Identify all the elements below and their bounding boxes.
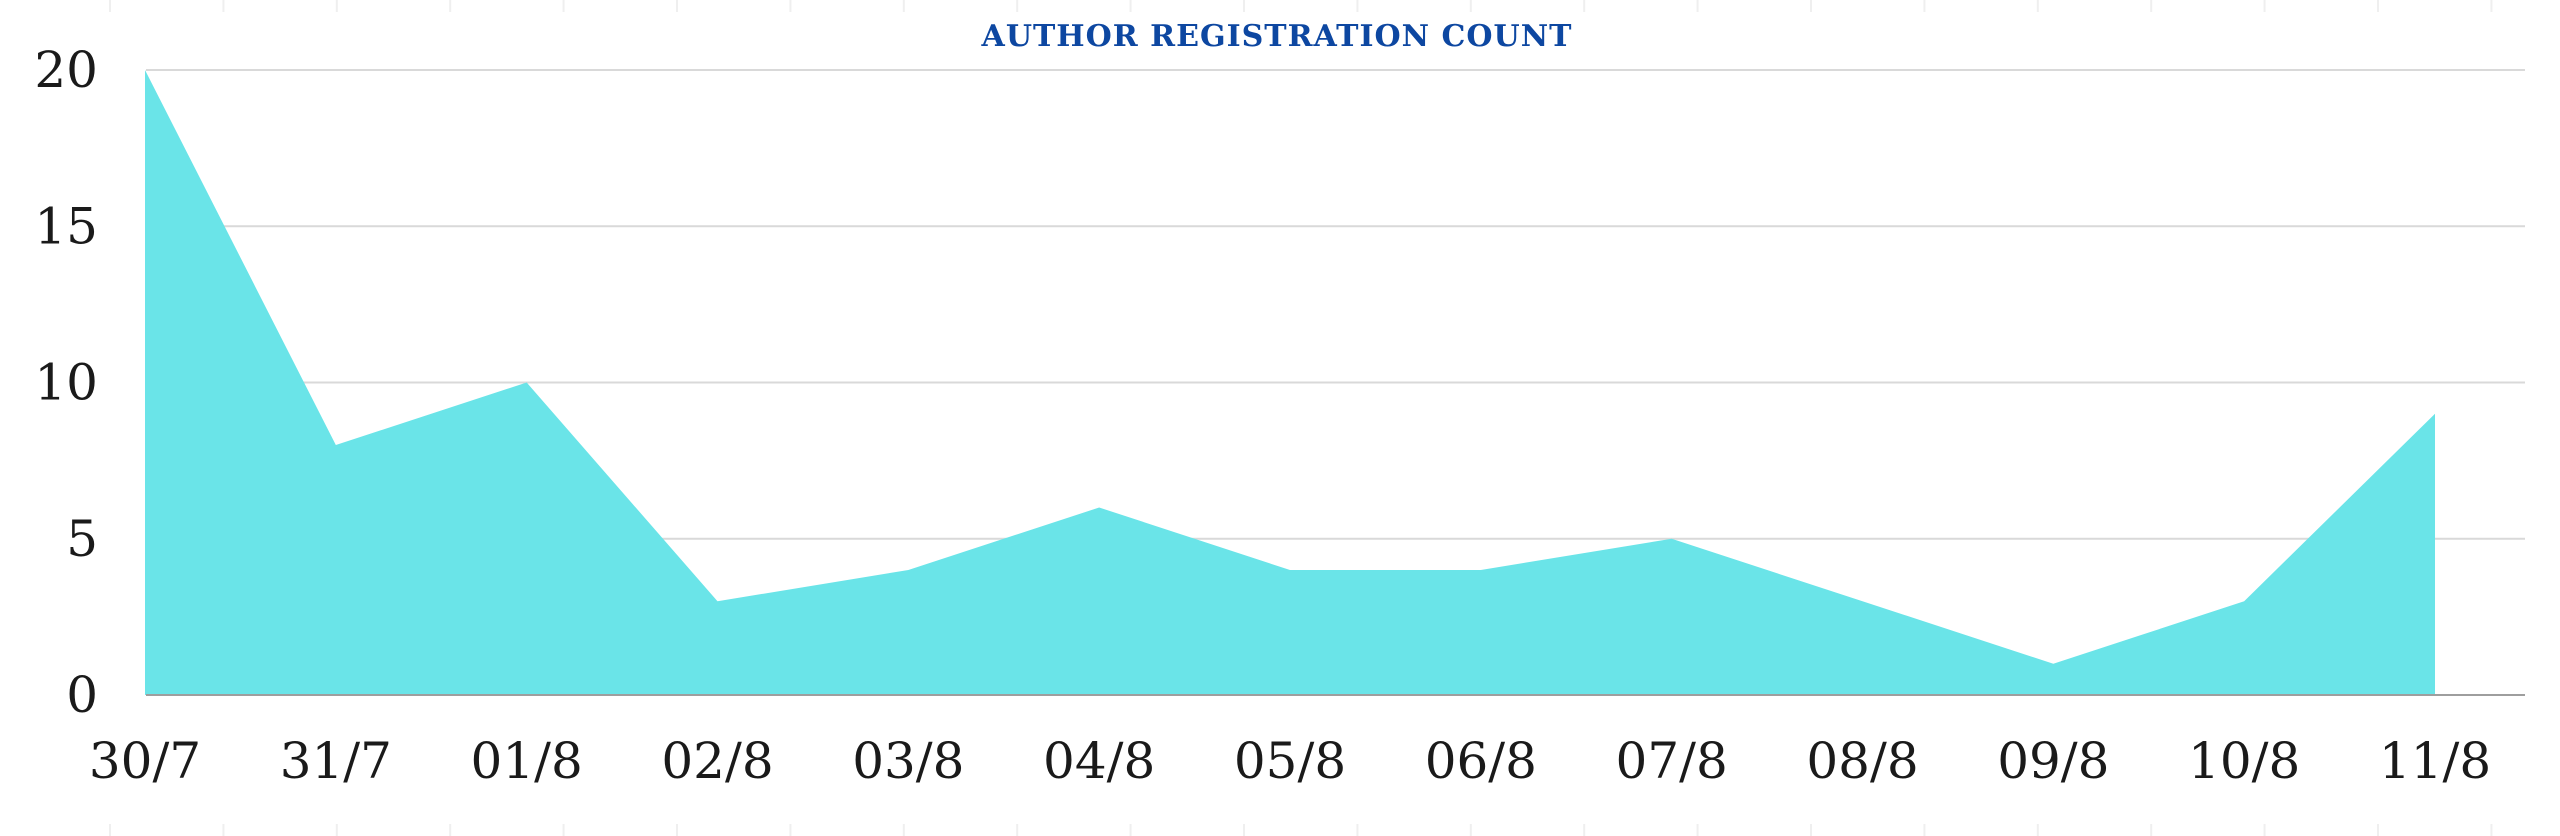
chart-title: AUTHOR REGISTRATION COUNT <box>981 19 1573 54</box>
x-tick-label: 07/8 <box>1616 732 1728 790</box>
x-tick-label: 01/8 <box>471 732 583 790</box>
x-tick-label: 09/8 <box>1997 732 2109 790</box>
x-tick-label: 08/8 <box>1806 732 1918 790</box>
x-tick-label: 30/7 <box>89 732 201 790</box>
x-tick-label: 04/8 <box>1043 732 1155 790</box>
x-tick-label: 31/7 <box>280 732 392 790</box>
y-tick-label: 15 <box>34 197 98 255</box>
y-tick-label: 10 <box>34 354 98 412</box>
grid-lines <box>146 69 2525 540</box>
area-series <box>145 70 2435 695</box>
y-tick-label: 5 <box>66 510 98 568</box>
y-tick-labels: 0 5 10 15 20 <box>34 41 98 724</box>
x-tick-labels: 30/7 31/7 01/8 02/8 03/8 04/8 05/8 06/8 07/8 08/8… <box>89 732 2491 790</box>
x-tick-label: 06/8 <box>1425 732 1537 790</box>
top-bottom-tick-marks <box>109 0 2493 836</box>
x-tick-label: 02/8 <box>661 732 773 790</box>
x-tick-label: 05/8 <box>1234 732 1346 790</box>
y-tick-label: 20 <box>34 41 98 99</box>
x-tick-label: 03/8 <box>852 732 964 790</box>
y-tick-label: 0 <box>66 666 98 724</box>
x-tick-label: 11/8 <box>2379 732 2491 790</box>
x-tick-label: 10/8 <box>2188 732 2300 790</box>
